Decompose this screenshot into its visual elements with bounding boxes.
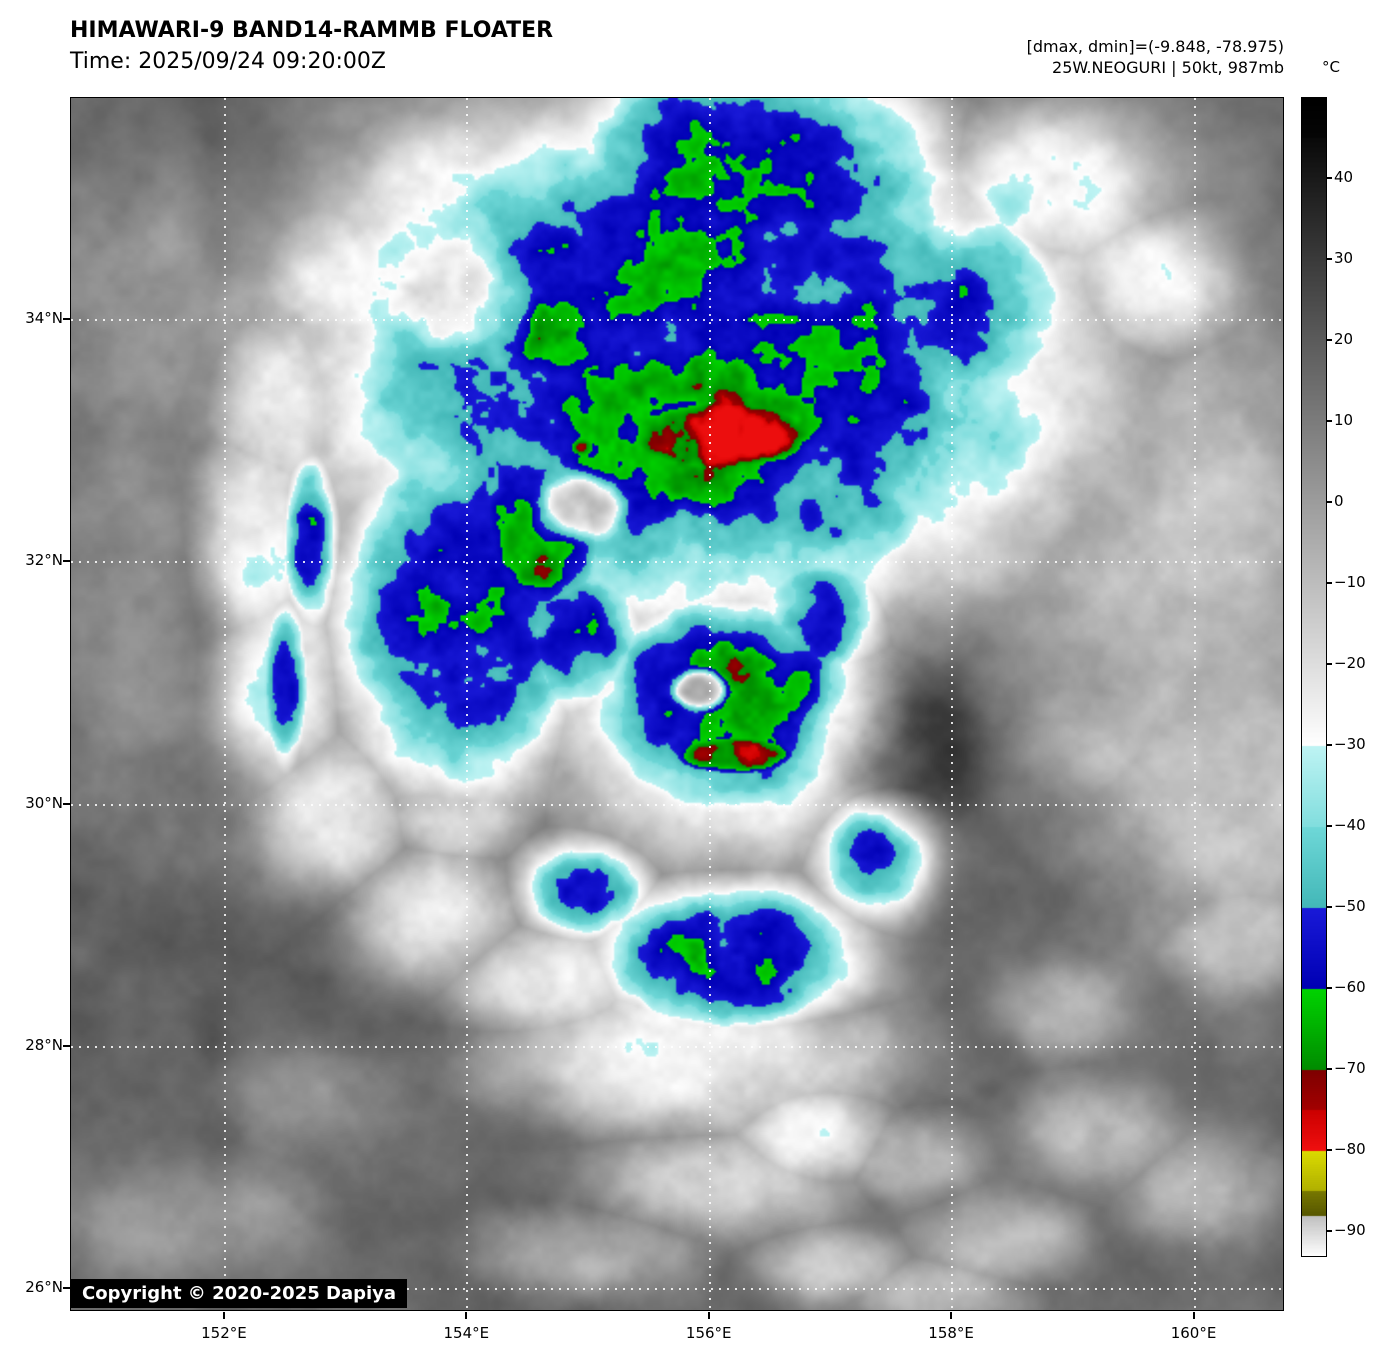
colorbar-tick-mark xyxy=(1327,1148,1332,1151)
colorbar-tick-label: −10 xyxy=(1334,572,1366,591)
latitude-axis-label: 32°N xyxy=(25,551,63,570)
latitude-axis-tick xyxy=(63,560,70,563)
colorbar-tick-mark xyxy=(1327,419,1332,422)
colorbar-tick-label: −40 xyxy=(1334,815,1366,834)
colorbar-tick-mark xyxy=(1327,986,1332,989)
colorbar-tick-mark xyxy=(1327,500,1332,503)
longitude-axis-tick xyxy=(222,1312,225,1319)
longitude-axis-tick xyxy=(707,1312,710,1319)
satellite-image-canvas xyxy=(71,98,1283,1310)
copyright-badge: Copyright © 2020-2025 Dapiya xyxy=(71,1279,408,1308)
latitude-axis-tick xyxy=(63,317,70,320)
colorbar-tick-label: 0 xyxy=(1334,491,1344,510)
colorbar-tick-label: −90 xyxy=(1334,1220,1366,1239)
latitude-axis-label: 30°N xyxy=(25,793,63,812)
data-range-text: [dmax, dmin]=(-9.848, -78.975) xyxy=(1026,37,1284,56)
colorbar-tick-label: 30 xyxy=(1334,248,1354,267)
latitude-axis-tick xyxy=(63,802,70,805)
colorbar-tick-mark xyxy=(1327,1067,1332,1070)
colorbar-unit-label: °C xyxy=(1322,58,1340,76)
longitude-axis-label: 152°E xyxy=(201,1324,247,1342)
colorbar-tick-label: −80 xyxy=(1334,1139,1366,1158)
colorbar xyxy=(1301,97,1327,1257)
colorbar-canvas xyxy=(1302,98,1326,1256)
latitude-axis-tick xyxy=(63,1287,70,1290)
colorbar-tick-label: −70 xyxy=(1334,1058,1366,1077)
colorbar-tick-mark xyxy=(1327,257,1332,260)
colorbar-tick-label: −30 xyxy=(1334,734,1366,753)
figure-info-block: [dmax, dmin]=(-9.848, -78.975) 25W.NEOGU… xyxy=(1027,36,1284,78)
colorbar-tick-mark xyxy=(1327,176,1332,179)
colorbar-tick-label: 40 xyxy=(1334,167,1354,186)
colorbar-tick-mark xyxy=(1327,1229,1332,1232)
latitude-axis-tick xyxy=(63,1044,70,1047)
colorbar-tick-label: 20 xyxy=(1334,329,1354,348)
colorbar-tick-mark xyxy=(1327,581,1332,584)
longitude-axis-label: 158°E xyxy=(928,1324,974,1342)
colorbar-tick-mark xyxy=(1327,824,1332,827)
colorbar-tick-mark xyxy=(1327,905,1332,908)
colorbar-tick-mark xyxy=(1327,743,1332,746)
colorbar-tick-label: −50 xyxy=(1334,896,1366,915)
colorbar-tick-label: −20 xyxy=(1334,653,1366,672)
figure-title: HIMAWARI-9 BAND14-RAMMB FLOATER xyxy=(70,18,554,43)
longitude-axis-label: 160°E xyxy=(1170,1324,1217,1342)
longitude-axis-tick xyxy=(465,1312,468,1319)
colorbar-tick-label: 10 xyxy=(1334,410,1354,429)
colorbar-tick-mark xyxy=(1327,662,1332,665)
longitude-axis-label: 156°E xyxy=(685,1324,732,1342)
storm-info-text: 25W.NEOGURI | 50kt, 987mb xyxy=(1052,58,1284,77)
longitude-axis-tick xyxy=(1192,1312,1195,1319)
latitude-axis-label: 26°N xyxy=(25,1278,63,1297)
latitude-axis-label: 34°N xyxy=(25,308,63,327)
map-area: Copyright © 2020-2025 Dapiya xyxy=(70,97,1284,1311)
colorbar-tick-label: −60 xyxy=(1334,977,1366,996)
latitude-axis-label: 28°N xyxy=(25,1035,63,1054)
colorbar-tick-mark xyxy=(1327,338,1332,341)
longitude-axis-label: 154°E xyxy=(443,1324,490,1342)
longitude-axis-tick xyxy=(950,1312,953,1319)
figure-timestamp: Time: 2025/09/24 09:20:00Z xyxy=(70,49,386,74)
